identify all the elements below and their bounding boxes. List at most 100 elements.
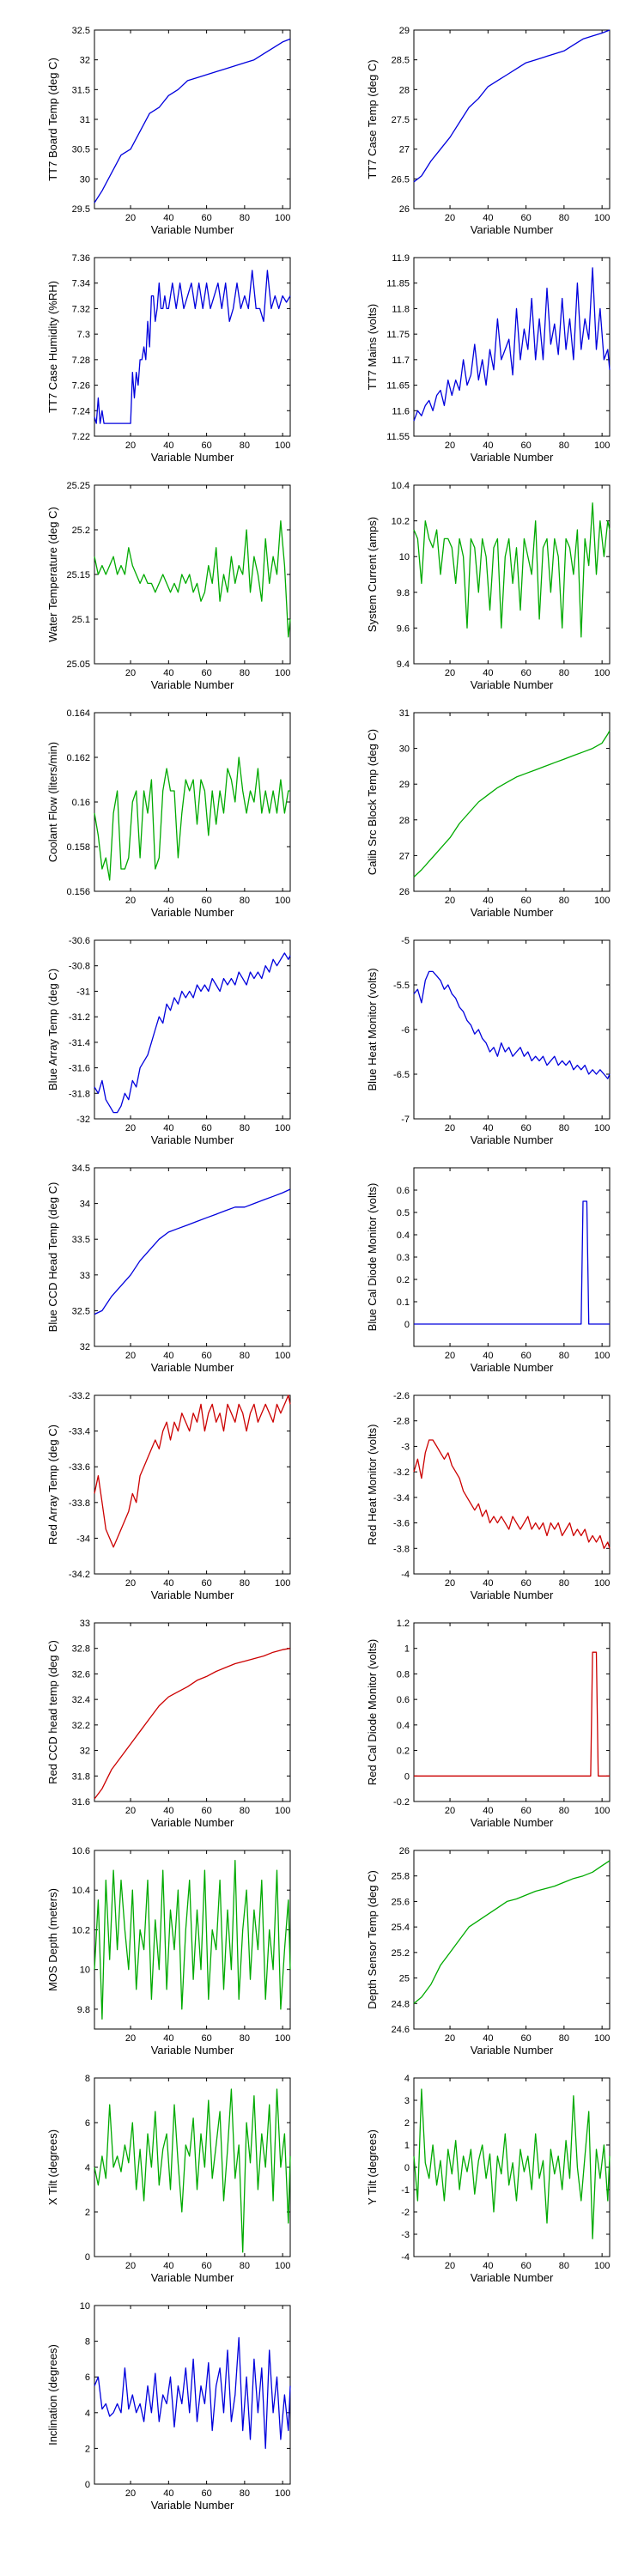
y-tick-label: 0 bbox=[404, 1320, 410, 1330]
x-tick-label: 40 bbox=[483, 1123, 493, 1133]
x-tick-label: 100 bbox=[594, 1578, 610, 1589]
x-tick-label: 100 bbox=[594, 896, 610, 906]
y-tick-label: -32 bbox=[76, 1115, 90, 1125]
y-tick-label: -2 bbox=[401, 2208, 410, 2218]
plot-4: 20 40 60 80 100 11.55 11.6 11.65 11.7 11.75 11.8 11… bbox=[366, 253, 611, 464]
y-tick-label: -31.4 bbox=[69, 1038, 90, 1048]
plot-frame bbox=[413, 29, 611, 210]
x-tick-label: 40 bbox=[163, 1578, 173, 1589]
plot-frame bbox=[413, 1394, 611, 1575]
y-tick-label: 26.5 bbox=[392, 174, 410, 185]
y-tick-label: 4 bbox=[85, 2409, 90, 2419]
y-tick-label: 7.32 bbox=[72, 304, 90, 314]
x-tick-label: 80 bbox=[240, 1578, 250, 1589]
y-tick-label: 7.24 bbox=[72, 406, 90, 416]
y-tick-label: -3.4 bbox=[393, 1493, 410, 1504]
y-tick-label: 25 bbox=[399, 1974, 410, 1984]
x-tick-label: 20 bbox=[125, 2261, 136, 2271]
y-tick-label: -34.2 bbox=[69, 1570, 90, 1580]
y-tick-label: 2 bbox=[85, 2208, 90, 2218]
y-tick-label: 27 bbox=[399, 145, 410, 155]
x-tick-label: 20 bbox=[125, 1123, 136, 1133]
y-axis-label: Blue Array Temp (deg C) bbox=[46, 969, 59, 1091]
plot-frame bbox=[94, 1622, 291, 1802]
x-tick-label: 100 bbox=[594, 2261, 610, 2271]
y-axis-label: Water Temperature (deg C) bbox=[46, 507, 59, 642]
y-tick-label: 28 bbox=[399, 816, 410, 826]
y-axis-label: TT7 Mains (volts) bbox=[366, 304, 379, 390]
y-tick-label: 34.5 bbox=[72, 1163, 90, 1174]
y-tick-label: -5.5 bbox=[393, 981, 410, 991]
x-tick-label: 60 bbox=[201, 1351, 211, 1361]
plot-frame bbox=[413, 712, 611, 892]
plot-18: 20 40 60 80 100 24.6 24.8 25 25.2 25.4 25.6 25.8 26 V… bbox=[366, 1846, 611, 2057]
x-axis-label: Variable Number bbox=[471, 1133, 554, 1146]
series-line bbox=[94, 519, 291, 638]
y-tick-label: 0.3 bbox=[397, 1253, 410, 1263]
y-tick-label: 4 bbox=[85, 2163, 90, 2173]
x-tick-label: 100 bbox=[594, 1806, 610, 1816]
y-axis-label: TT7 Case Humidity (%RH) bbox=[46, 281, 59, 413]
x-tick-label: 20 bbox=[445, 440, 455, 451]
x-axis-label: Variable Number bbox=[151, 2271, 234, 2284]
plot-3: 20 40 60 80 100 7.22 7.24 7.26 7.28 7.3 7.32 7.34 7.… bbox=[46, 253, 291, 464]
x-axis-label: Variable Number bbox=[471, 223, 554, 236]
y-tick-label: -31.2 bbox=[69, 1012, 90, 1023]
x-tick-label: 60 bbox=[520, 2033, 531, 2044]
y-tick-label: 31.6 bbox=[72, 1797, 90, 1807]
x-tick-label: 60 bbox=[201, 440, 211, 451]
x-tick-label: 60 bbox=[201, 1578, 211, 1589]
x-axis-label: Variable Number bbox=[471, 906, 554, 919]
y-tick-label: 10.4 bbox=[392, 481, 410, 491]
x-tick-label: 80 bbox=[240, 213, 250, 223]
x-tick-label: 40 bbox=[163, 213, 173, 223]
y-tick-label: 9.4 bbox=[397, 659, 410, 670]
y-axis-label: Blue CCD Head Temp (deg C) bbox=[46, 1182, 59, 1333]
y-tick-label: -31.8 bbox=[69, 1089, 90, 1099]
y-axis-label: Inclination (degrees) bbox=[46, 2344, 59, 2445]
plot-14: 20 40 60 80 100 -4 -3.8 -3.6 -3.4 -3.2 -3 -2.8 -2.6 V… bbox=[366, 1391, 611, 1601]
y-tick-label: 32.5 bbox=[72, 1306, 90, 1316]
x-tick-label: 40 bbox=[163, 668, 173, 678]
y-tick-label: 0 bbox=[404, 2163, 410, 2173]
y-tick-label: -34 bbox=[76, 1534, 90, 1544]
y-tick-label: -30.6 bbox=[69, 936, 90, 946]
y-tick-label: -5 bbox=[401, 936, 410, 946]
x-tick-label: 20 bbox=[125, 1578, 136, 1589]
plot-15: 20 40 60 80 100 31.6 31.8 32 32.2 32.4 32.6 32.8 33 V… bbox=[46, 1619, 291, 1829]
y-axis-label: Red Heat Monitor (volts) bbox=[366, 1425, 379, 1546]
x-tick-label: 80 bbox=[559, 1806, 569, 1816]
x-tick-label: 80 bbox=[240, 668, 250, 678]
y-tick-label: -33.6 bbox=[69, 1462, 90, 1473]
x-tick-label: 40 bbox=[483, 2261, 493, 2271]
y-tick-label: 0.158 bbox=[66, 842, 90, 853]
x-tick-label: 80 bbox=[559, 668, 569, 678]
y-tick-label: 0.164 bbox=[66, 708, 90, 719]
y-tick-label: 11.6 bbox=[392, 406, 410, 416]
plot-frame bbox=[94, 1394, 291, 1575]
series-line bbox=[414, 1200, 610, 1325]
x-tick-label: 60 bbox=[520, 440, 531, 451]
plot-17: 20 40 60 80 100 9.8 10 10.2 10.4 10.6 Variable Num… bbox=[46, 1846, 291, 2057]
y-tick-label: -3 bbox=[401, 2230, 410, 2240]
y-tick-label: -2.8 bbox=[393, 1417, 410, 1427]
x-tick-label: 40 bbox=[483, 668, 493, 678]
x-axis-label: Variable Number bbox=[471, 1816, 554, 1829]
x-tick-label: 60 bbox=[201, 668, 211, 678]
y-tick-label: -33.2 bbox=[69, 1391, 90, 1401]
plot-11: 20 40 60 80 100 32 32.5 33 33.5 34 34.5 Variable Nu… bbox=[46, 1163, 291, 1374]
y-tick-label: 29 bbox=[399, 780, 410, 790]
series-line bbox=[94, 1859, 291, 2020]
y-tick-label: 4 bbox=[404, 2074, 410, 2084]
x-axis-label: Variable Number bbox=[151, 2044, 234, 2057]
x-tick-label: 60 bbox=[201, 2488, 211, 2499]
y-tick-label: 32.8 bbox=[72, 1644, 90, 1655]
y-tick-label: 32 bbox=[80, 1747, 90, 1757]
y-tick-label: -6 bbox=[401, 1025, 410, 1036]
x-tick-label: 100 bbox=[275, 1351, 290, 1361]
x-tick-label: 20 bbox=[445, 1351, 455, 1361]
y-tick-label: 0.162 bbox=[66, 753, 90, 763]
x-axis-label: Variable Number bbox=[471, 2044, 554, 2057]
y-tick-label: 25.4 bbox=[392, 1923, 410, 1933]
